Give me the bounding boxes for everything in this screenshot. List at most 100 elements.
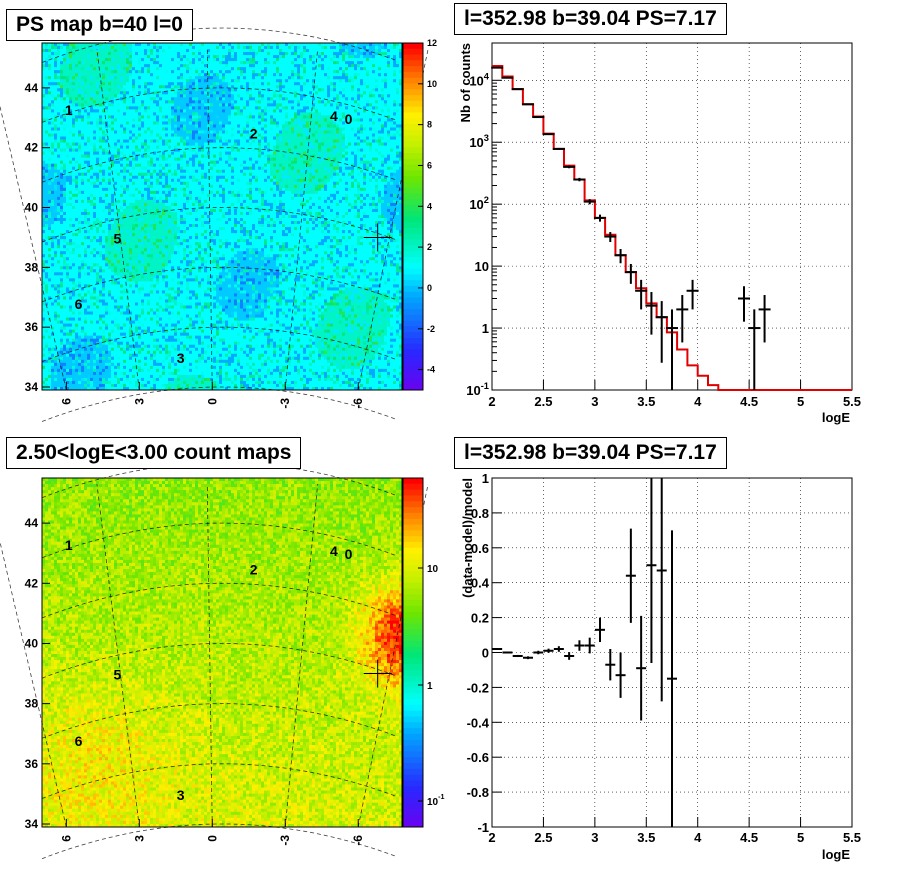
colorbar-tick-label: 10 xyxy=(427,79,437,89)
colorbar-band xyxy=(403,332,423,339)
map-longitude-line xyxy=(0,540,67,828)
colorbar-tick-label: 0 xyxy=(427,283,432,293)
map-y-tick-label: 34 xyxy=(25,380,39,394)
colorbar-band xyxy=(403,664,423,671)
spectrum-x-tick-label: 5.5 xyxy=(843,394,861,409)
residual-x-tick-label: 5 xyxy=(797,830,804,845)
map-latitude-line xyxy=(41,326,398,363)
colorbar-band xyxy=(403,489,423,496)
map-y-tick-label: 40 xyxy=(25,201,39,215)
spectrum-x-tick-label: 4.5 xyxy=(740,394,758,409)
colorbar-band xyxy=(403,792,423,799)
map-y-tick-label: 40 xyxy=(25,636,39,650)
colorbar-band xyxy=(403,256,423,264)
colorbar-band xyxy=(403,372,423,379)
ps-map-coordinate-grid xyxy=(0,27,429,422)
colorbar-band xyxy=(403,291,423,298)
residual-axes: 2 2.5 3 3.5 4 4.5 5 5.5 -1 -0.8 -0.6 -0.4 -0.2 0 0.2 0.… xyxy=(460,471,861,862)
colorbar-band xyxy=(403,355,423,362)
spectrum-y-label: Nb of counts xyxy=(458,43,473,122)
residual-y-tick-label: -0.2 xyxy=(467,680,489,695)
map-x-tick-label: 3 xyxy=(132,835,146,842)
colorbar-band xyxy=(403,89,423,96)
colorbar-band xyxy=(403,141,423,148)
colorbar-tick-label: -2 xyxy=(427,324,435,334)
spectrum-x-tick-label: 4 xyxy=(694,394,702,409)
colorbar-band xyxy=(403,565,423,572)
residual-x-tick-label: 4.5 xyxy=(740,830,758,845)
map-latitude-line xyxy=(41,207,398,243)
map-longitude-line xyxy=(206,483,213,828)
map-x-tick-label: 6 xyxy=(59,835,73,842)
residual-y-tick-label: 0.6 xyxy=(471,541,489,556)
map-y-tick-label: 38 xyxy=(25,697,39,711)
colorbar-band xyxy=(403,524,423,531)
spectrum-y-tick-label: 103 xyxy=(469,133,489,150)
source-label: 0 xyxy=(345,111,353,127)
colorbar-band xyxy=(403,83,423,90)
spectrum-x-tick-label: 3.5 xyxy=(637,394,655,409)
colorbar-band xyxy=(403,280,423,287)
map-latitude-line xyxy=(41,582,398,619)
map-latitude-line xyxy=(41,462,398,499)
colorbar-band xyxy=(403,199,423,206)
source-label: 2 xyxy=(250,126,258,142)
colorbar-band xyxy=(403,495,423,502)
residual-title: l=352.98 b=39.04 PS=7.17 xyxy=(454,437,727,469)
source-label: 5 xyxy=(114,667,122,683)
count-map-coordinate-grid xyxy=(0,462,429,860)
colorbar-band xyxy=(403,553,423,560)
colorbar-band xyxy=(403,797,423,805)
map-latitude-line xyxy=(41,147,398,183)
colorbar-band xyxy=(403,337,423,345)
map-y-tick-label: 38 xyxy=(25,260,39,274)
map-latitude-line xyxy=(41,87,398,123)
residual-y-tick-label: -0.8 xyxy=(467,785,489,800)
colorbar-band xyxy=(403,501,423,508)
colorbar-band xyxy=(403,326,423,333)
colorbar-band xyxy=(403,71,423,79)
map-latitude-line xyxy=(41,522,398,559)
residual-y-label: (data-model)/model xyxy=(460,478,475,598)
colorbar-band xyxy=(403,774,423,781)
residual-points xyxy=(492,478,677,827)
map-y-tick-label: 36 xyxy=(25,320,39,334)
colorbar-band xyxy=(403,303,423,310)
source-label: 3 xyxy=(177,350,185,366)
colorbar-band xyxy=(403,571,423,578)
colorbar-tick-label: 6 xyxy=(427,160,432,170)
colorbar-band xyxy=(403,164,423,171)
colorbar-band xyxy=(403,815,423,822)
residual-x-tick-label: 2 xyxy=(488,830,495,845)
colorbar-tick-label: -4 xyxy=(427,365,435,375)
colorbar-band xyxy=(403,170,423,177)
colorbar-band xyxy=(403,181,423,189)
map-y-tick-label: 36 xyxy=(25,757,39,771)
colorbar-band xyxy=(403,541,423,549)
colorbar-band xyxy=(403,763,423,770)
colorbar-band xyxy=(403,54,423,61)
map-longitude-line xyxy=(206,48,213,391)
colorbar-band xyxy=(403,681,423,688)
residual-x-tick-label: 4 xyxy=(694,830,702,845)
colorbar-band xyxy=(403,349,423,356)
colorbar-frame xyxy=(402,477,424,828)
colorbar-band xyxy=(403,786,423,793)
colorbar-band xyxy=(403,559,423,566)
colorbar-band xyxy=(403,728,423,735)
map-x-tick-label: 3 xyxy=(132,398,146,405)
source-label: 5 xyxy=(114,230,122,246)
colorbar-band xyxy=(403,693,423,700)
map-latitude-line xyxy=(41,703,398,739)
colorbar-band xyxy=(403,536,423,543)
residual-x-tick-label: 3.5 xyxy=(637,830,655,845)
colorbar-band xyxy=(403,757,423,764)
residual-x-tick-label: 5.5 xyxy=(843,830,861,845)
residual-y-tick-label: 0.4 xyxy=(471,576,490,591)
map-longitude-line xyxy=(357,483,429,828)
colorbar-band xyxy=(403,605,423,613)
colorbar-band xyxy=(403,611,423,619)
colorbar-tick-label: 8 xyxy=(427,120,432,130)
